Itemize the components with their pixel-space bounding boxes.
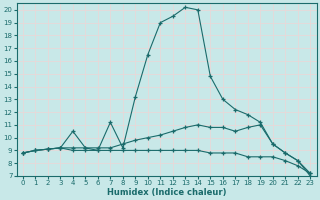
X-axis label: Humidex (Indice chaleur): Humidex (Indice chaleur) bbox=[107, 188, 226, 197]
